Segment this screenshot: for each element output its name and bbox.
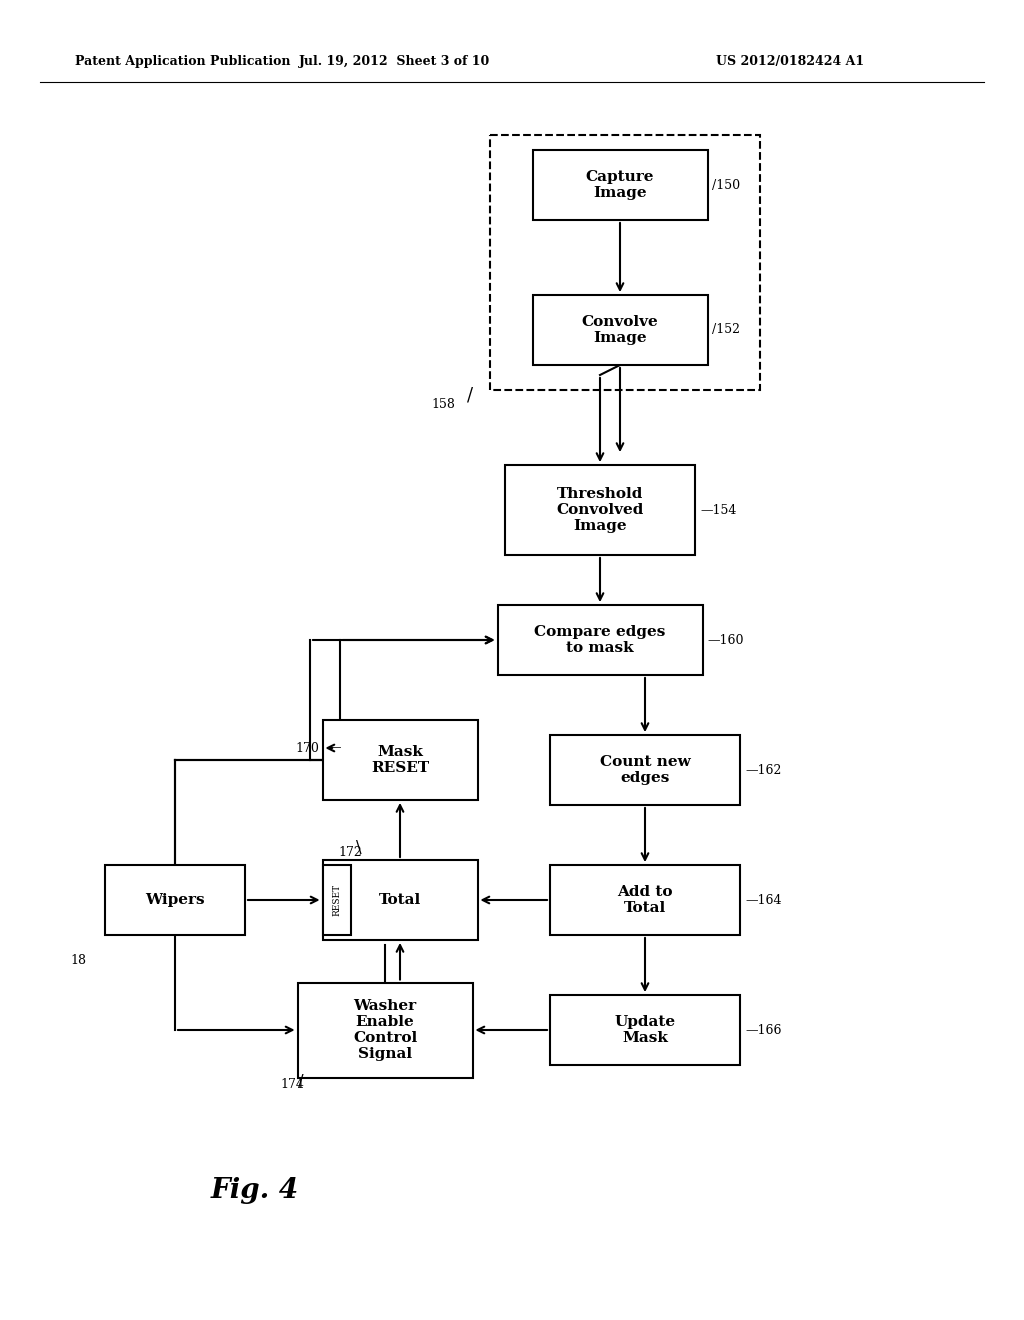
Text: Threshold
Convolved
Image: Threshold Convolved Image — [556, 487, 644, 533]
Text: /150: /150 — [713, 178, 740, 191]
Text: Jul. 19, 2012  Sheet 3 of 10: Jul. 19, 2012 Sheet 3 of 10 — [299, 55, 490, 69]
Text: 18: 18 — [70, 953, 86, 966]
Text: —162: —162 — [745, 763, 781, 776]
Bar — [550, 995, 740, 1065]
Text: Patent Application Publication: Patent Application Publication — [75, 55, 291, 69]
Text: Capture
Image: Capture Image — [586, 170, 654, 201]
Bar — [498, 605, 702, 675]
Bar — [532, 294, 708, 366]
Bar — [323, 719, 477, 800]
Bar — [532, 150, 708, 220]
Text: Mask
RESET: Mask RESET — [371, 744, 429, 775]
Text: 158: 158 — [431, 399, 455, 412]
Text: RESET: RESET — [332, 884, 341, 916]
Text: 172: 172 — [338, 846, 361, 858]
Text: Washer
Enable
Control
Signal: Washer Enable Control Signal — [353, 999, 417, 1061]
Text: —166: —166 — [745, 1023, 781, 1036]
Text: —164: —164 — [745, 894, 781, 907]
Text: 174: 174 — [280, 1078, 304, 1092]
Bar — [323, 861, 477, 940]
Text: Wipers: Wipers — [145, 894, 205, 907]
Text: /152: /152 — [713, 323, 740, 337]
Text: Update
Mask: Update Mask — [614, 1015, 676, 1045]
Text: Total: Total — [379, 894, 421, 907]
Bar — [550, 865, 740, 935]
Text: Count new
edges: Count new edges — [600, 755, 690, 785]
Bar — [298, 982, 472, 1077]
Text: Convolve
Image: Convolve Image — [582, 315, 658, 345]
Text: /: / — [298, 1072, 304, 1089]
Text: —160: —160 — [708, 634, 744, 647]
Text: —: — — [328, 742, 341, 755]
Bar — [490, 135, 760, 389]
Text: Compare edges
to mask: Compare edges to mask — [535, 624, 666, 655]
Text: US 2012/0182424 A1: US 2012/0182424 A1 — [716, 55, 864, 69]
Text: \: \ — [356, 840, 361, 857]
Bar — [105, 865, 245, 935]
Bar — [323, 865, 350, 935]
Bar — [505, 465, 695, 554]
Text: /: / — [467, 385, 473, 404]
Text: Add to
Total: Add to Total — [617, 884, 673, 915]
Text: 170: 170 — [295, 742, 318, 755]
Bar — [550, 735, 740, 805]
Text: —154: —154 — [700, 503, 736, 516]
Text: Fig. 4: Fig. 4 — [211, 1176, 299, 1204]
